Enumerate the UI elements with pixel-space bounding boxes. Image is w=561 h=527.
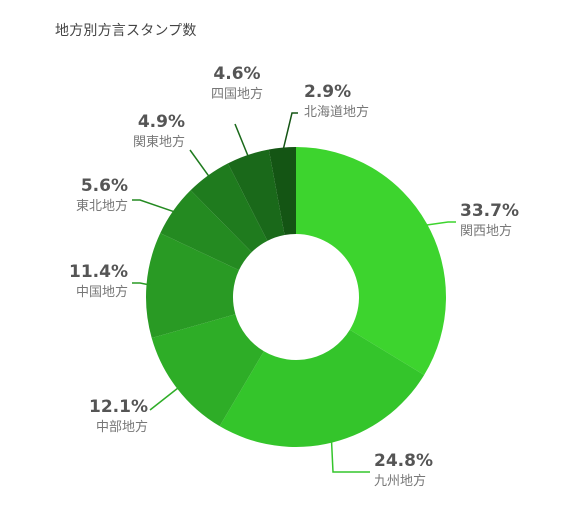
category-label-3: 中部地方 xyxy=(96,419,148,435)
category-label-8: 北海道地方 xyxy=(304,104,369,120)
leader-line-8 xyxy=(281,112,298,152)
leader-line-3 xyxy=(149,385,181,411)
category-label-5: 東北地方 xyxy=(76,198,128,214)
slice-7 xyxy=(227,149,285,241)
value-label-6: 4.9% xyxy=(138,112,185,132)
value-label-1: 33.7% xyxy=(460,201,519,221)
slice-6 xyxy=(190,163,268,253)
slice-2 xyxy=(219,329,425,447)
chart-title: 地方別方言スタンプ数 xyxy=(55,23,197,39)
value-label-7: 4.6% xyxy=(213,64,260,84)
donut-slices xyxy=(146,147,446,447)
leader-line-4 xyxy=(132,282,151,286)
leader-line-6 xyxy=(189,149,212,180)
slice-8 xyxy=(268,147,296,236)
leader-line-1 xyxy=(423,221,456,227)
slice-labels: 33.7% 関西地方 24.8% 九州地方 12.1% 中部地方 11.4% 中国地方 5.6%… xyxy=(69,64,519,489)
slice-1 xyxy=(296,147,446,375)
leader-lines xyxy=(132,112,456,473)
value-label-5: 5.6% xyxy=(81,176,128,196)
value-label-3: 12.1% xyxy=(89,397,148,417)
category-label-2: 九州地方 xyxy=(374,473,426,489)
slice-5 xyxy=(160,190,252,271)
slice-3 xyxy=(151,314,264,427)
value-label-2: 24.8% xyxy=(374,451,433,471)
category-label-7: 四国地方 xyxy=(211,86,263,102)
category-label-6: 関東地方 xyxy=(133,134,185,150)
leader-line-7 xyxy=(234,123,250,160)
value-label-8: 2.9% xyxy=(304,82,351,102)
leader-line-5 xyxy=(132,199,178,214)
slice-4 xyxy=(146,233,239,338)
leader-line-2 xyxy=(330,438,370,473)
category-label-1: 関西地方 xyxy=(460,223,512,239)
value-label-4: 11.4% xyxy=(69,262,128,282)
category-label-4: 中国地方 xyxy=(76,284,128,300)
